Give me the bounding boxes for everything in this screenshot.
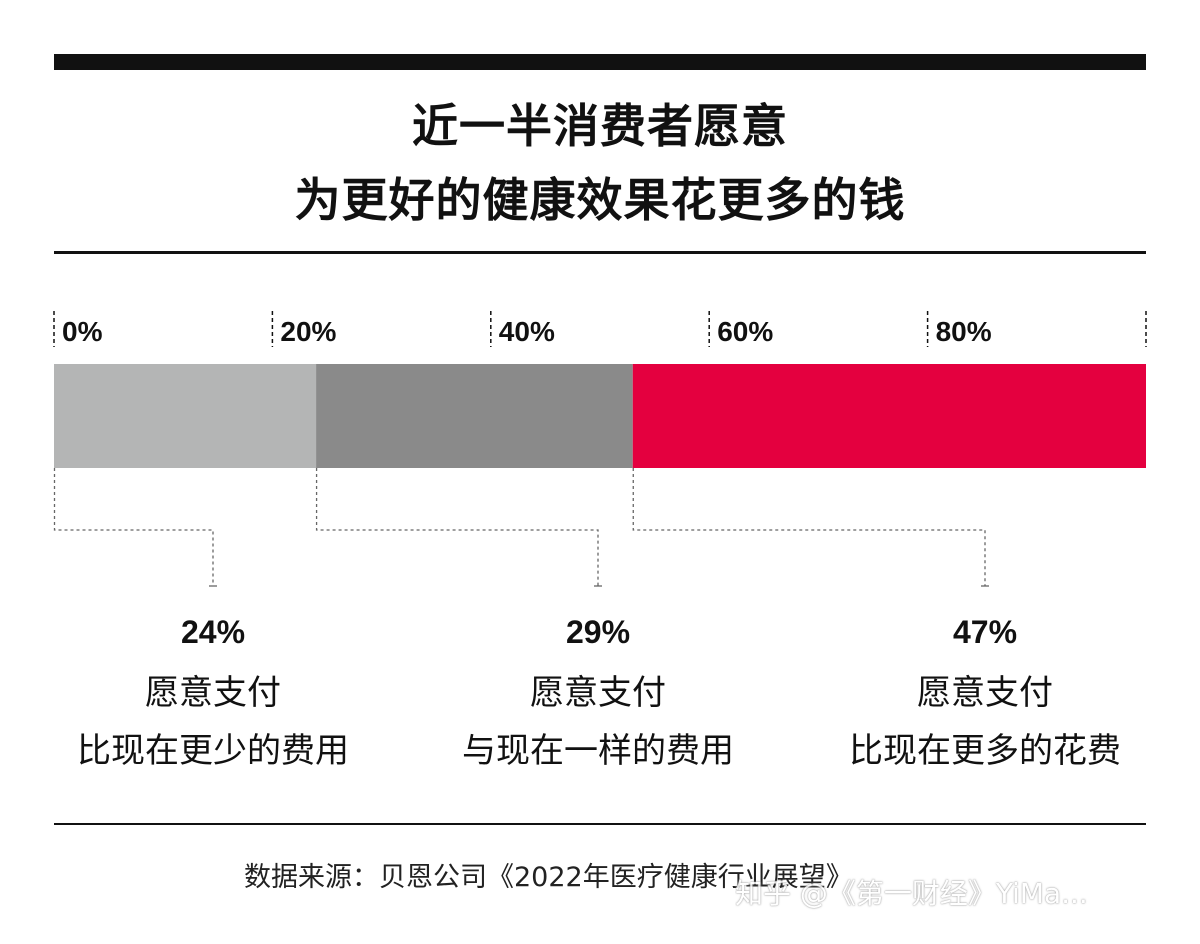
- tick-label-3: 60%: [717, 316, 773, 347]
- title-divider: [54, 251, 1146, 254]
- segment-desc-line2-3: 比现在更多的花费: [849, 731, 1121, 771]
- bar-segment-2: [316, 364, 633, 468]
- source-note: 数据来源：贝恩公司《2022年医疗健康行业展望》: [244, 862, 853, 893]
- tick-label-2: 40%: [499, 316, 555, 347]
- segment-percent-3: 47%: [953, 614, 1017, 650]
- top-rule: [54, 54, 1146, 70]
- bar-segment-1: [54, 364, 317, 468]
- chart-title-line-2: 为更好的健康效果花更多的钱: [294, 173, 906, 227]
- callout-connector-2: [315, 468, 599, 586]
- segment-percent-2: 29%: [566, 614, 630, 650]
- callout-connector-3: [632, 468, 986, 586]
- tick-label-0: 0%: [62, 316, 103, 347]
- watermark: 知乎 @《第一财经》YiMa...: [735, 877, 1088, 910]
- chart-title-line-1: 近一半消费者愿意: [412, 99, 788, 153]
- tick-label-1: 20%: [280, 316, 336, 347]
- segment-percent-1: 24%: [181, 614, 245, 650]
- segment-desc-line1-2: 愿意支付: [530, 673, 666, 713]
- footer-divider: [54, 823, 1146, 825]
- segment-desc-line1-3: 愿意支付: [917, 673, 1053, 713]
- tick-label-4: 80%: [936, 316, 992, 347]
- segment-desc-line2-1: 比现在更少的费用: [77, 731, 349, 771]
- callout-connector-1: [53, 468, 214, 586]
- bar-segment-3: [632, 364, 1146, 468]
- segment-desc-line2-2: 与现在一样的费用: [462, 731, 734, 771]
- segment-desc-line1-1: 愿意支付: [145, 673, 281, 713]
